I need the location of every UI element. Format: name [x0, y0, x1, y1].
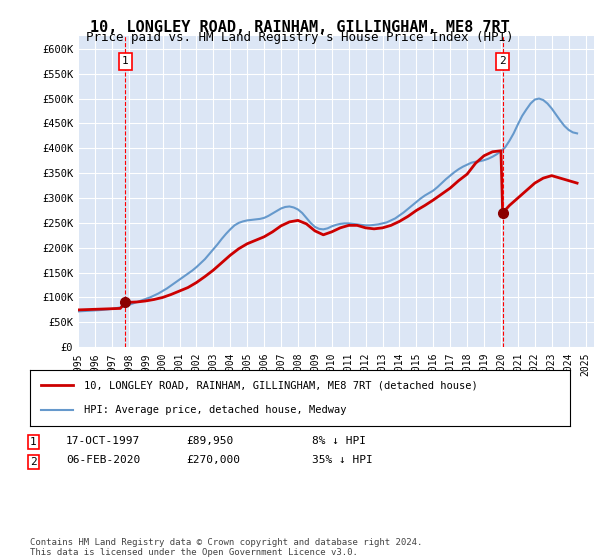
Text: £270,000: £270,000	[186, 455, 240, 465]
Text: 1: 1	[30, 437, 37, 447]
Text: 17-OCT-1997: 17-OCT-1997	[66, 436, 140, 446]
Text: 1: 1	[122, 56, 129, 66]
Text: 2: 2	[499, 56, 506, 66]
Text: 35% ↓ HPI: 35% ↓ HPI	[312, 455, 373, 465]
Text: 10, LONGLEY ROAD, RAINHAM, GILLINGHAM, ME8 7RT (detached house): 10, LONGLEY ROAD, RAINHAM, GILLINGHAM, M…	[84, 380, 478, 390]
Text: 10, LONGLEY ROAD, RAINHAM, GILLINGHAM, ME8 7RT: 10, LONGLEY ROAD, RAINHAM, GILLINGHAM, M…	[90, 20, 510, 35]
Text: Price paid vs. HM Land Registry's House Price Index (HPI): Price paid vs. HM Land Registry's House …	[86, 31, 514, 44]
Text: 2: 2	[30, 457, 37, 467]
Text: 8% ↓ HPI: 8% ↓ HPI	[312, 436, 366, 446]
Text: £89,950: £89,950	[186, 436, 233, 446]
Text: Contains HM Land Registry data © Crown copyright and database right 2024.
This d: Contains HM Land Registry data © Crown c…	[30, 538, 422, 557]
Text: HPI: Average price, detached house, Medway: HPI: Average price, detached house, Medw…	[84, 405, 347, 415]
Text: 06-FEB-2020: 06-FEB-2020	[66, 455, 140, 465]
